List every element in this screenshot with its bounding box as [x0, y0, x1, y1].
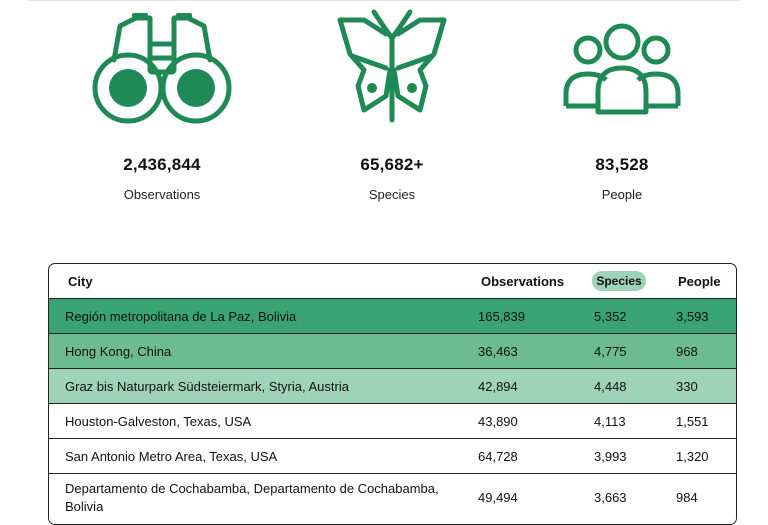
- cell-species: 5,352: [594, 309, 627, 324]
- stat-label: Observations: [123, 187, 201, 202]
- cell-species: 4,775: [594, 344, 627, 359]
- stat-value: 83,528: [595, 155, 649, 174]
- cell-city: Hong Kong, China: [65, 344, 172, 359]
- city-table: City Observations Species People Región …: [48, 263, 737, 525]
- cell-species: 4,448: [594, 379, 627, 394]
- cell-species: 3,663: [594, 490, 627, 505]
- stat-species: 65,682+ Species: [292, 0, 492, 202]
- cell-people: 968: [676, 344, 698, 359]
- cell-observations: 64,728: [478, 449, 518, 464]
- stat-observations: 2,436,844 Observations: [62, 0, 262, 202]
- header-species[interactable]: Species: [592, 271, 646, 291]
- cell-people: 984: [676, 490, 698, 505]
- top-divider: [28, 0, 740, 1]
- table-row[interactable]: Houston-Galveston, Texas, USA 43,890 4,1…: [49, 404, 736, 439]
- header-city[interactable]: City: [68, 274, 93, 289]
- cell-city: Departamento de Cochabamba, Departamento…: [65, 481, 439, 514]
- table-row[interactable]: Región metropolitana de La Paz, Bolivia …: [49, 299, 736, 334]
- stat-label: Species: [368, 187, 416, 202]
- table-row[interactable]: Graz bis Naturpark Südsteiermark, Styria…: [49, 369, 736, 404]
- stat-value: 2,436,844: [123, 155, 201, 174]
- cell-species: 4,113: [594, 414, 626, 429]
- cell-observations: 49,494: [478, 490, 518, 505]
- cell-people: 1,320: [676, 449, 709, 464]
- cell-city: San Antonio Metro Area, Texas, USA: [65, 449, 278, 464]
- cell-observations: 165,839: [478, 309, 525, 324]
- cell-observations: 43,890: [478, 414, 518, 429]
- cell-city: Graz bis Naturpark Südsteiermark, Styria…: [65, 379, 349, 394]
- header-people[interactable]: People: [678, 274, 721, 289]
- table-row[interactable]: Departamento de Cochabamba, Departamento…: [49, 474, 736, 524]
- table-header-row: City Observations Species People: [49, 264, 736, 299]
- cell-people: 3,593: [676, 309, 709, 324]
- table-row[interactable]: Hong Kong, China 36,463 4,775 968: [49, 334, 736, 369]
- cell-people: 1,551: [676, 414, 709, 429]
- stats-section: 2,436,844 Observations 65,682+ Species: [0, 0, 768, 240]
- cell-observations: 42,894: [478, 379, 518, 394]
- stat-value: 65,682+: [360, 155, 424, 174]
- binoculars-icon: [92, 13, 232, 124]
- cell-observations: 36,463: [478, 344, 518, 359]
- cell-species: 3,993: [594, 449, 627, 464]
- header-observations[interactable]: Observations: [481, 274, 565, 289]
- table-row[interactable]: San Antonio Metro Area, Texas, USA 64,72…: [49, 439, 736, 474]
- cell-people: 330: [676, 379, 698, 394]
- cell-city: Región metropolitana de La Paz, Bolivia: [65, 309, 297, 324]
- people-icon: [563, 23, 681, 115]
- butterfly-icon: [337, 9, 447, 123]
- cell-city: Houston-Galveston, Texas, USA: [65, 414, 252, 429]
- stat-people: 83,528 People: [522, 0, 722, 202]
- stat-label: People: [601, 187, 643, 202]
